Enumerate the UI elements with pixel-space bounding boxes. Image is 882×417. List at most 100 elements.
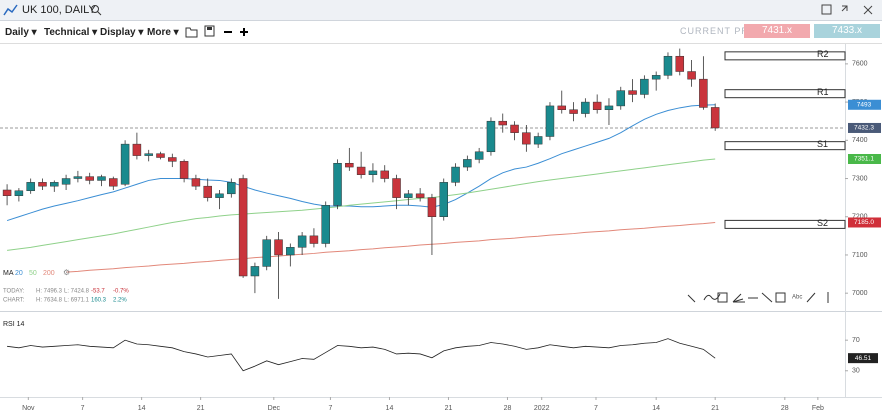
candle-body (215, 193, 224, 198)
x-tick-label: 14 (652, 405, 660, 412)
candle-body (262, 239, 271, 267)
rsi-tick-label: 70 (852, 337, 860, 344)
candle-body (510, 124, 519, 133)
candle-body (651, 75, 661, 80)
candle-body (14, 190, 24, 196)
x-tick-label: Feb (812, 405, 824, 412)
pivot-label: R1 (817, 87, 829, 97)
menu-more[interactable]: More (147, 27, 179, 38)
bid-price[interactable]: 7431.x (744, 24, 810, 38)
toolbar: Daily Technical Display More CURRENT PRI… (0, 21, 882, 44)
candle-body (380, 170, 389, 179)
x-tick-label: 21 (197, 405, 205, 412)
pivot-level (724, 141, 846, 151)
x-tick-label: 7 (81, 405, 85, 412)
drawing-tools[interactable] (687, 292, 829, 303)
rsi-tick-label: 30 (852, 368, 860, 375)
title-bar: UK 100, DAILY (0, 0, 882, 21)
candle-body (557, 105, 567, 110)
ma-line (66, 221, 716, 273)
candle-body (321, 205, 330, 244)
x-tick-label: 21 (445, 405, 453, 412)
candle-body (581, 101, 590, 114)
stats-value: H: 7634.8 (36, 298, 63, 304)
candle-body (297, 235, 307, 248)
candle-body (663, 55, 673, 76)
ma-legend-label: MA (3, 270, 14, 277)
legend-settings[interactable]: ⚙ (63, 268, 70, 277)
chart-title: UK 100, DAILY (22, 4, 96, 16)
stats-value: -0.7% (113, 289, 129, 295)
price-tag (848, 99, 881, 110)
stats-value: 2.2% (113, 298, 127, 304)
candle-body (250, 266, 260, 277)
rsi-tag-label: 46.51 (855, 355, 872, 362)
price-tag-label: 7185.0 (854, 219, 874, 226)
x-tick-label: 28 (781, 405, 789, 412)
candle-body (439, 182, 448, 217)
y-tick-label: 7200 (852, 214, 868, 221)
price-tag-label: 7432.3 (854, 125, 874, 132)
candle-body (616, 90, 626, 107)
candle-body (144, 153, 153, 156)
stats-label: CHART: (3, 298, 25, 304)
candle-body (427, 197, 437, 217)
candle-body (451, 166, 460, 183)
candle-body (415, 193, 425, 198)
ma-line (7, 158, 716, 251)
rsi-title: RSI 14 (3, 321, 25, 328)
candle-body (132, 143, 142, 156)
menu-display[interactable]: Display (100, 27, 143, 38)
candle-body (168, 157, 177, 162)
candle-body (38, 182, 47, 187)
pivot-level (724, 89, 846, 99)
price-tag (848, 153, 881, 164)
x-tick-label: 2022 (534, 405, 550, 412)
pivot-level (724, 51, 846, 61)
candle-body (97, 176, 106, 181)
candle-body (640, 78, 649, 95)
candle-body (238, 178, 248, 277)
candle-body (392, 178, 401, 198)
candle-body (333, 162, 342, 206)
candle-body (309, 235, 319, 244)
toolbar-icons[interactable] (184, 24, 254, 40)
x-tick-label: 21 (711, 405, 719, 412)
candle-body (486, 120, 496, 153)
candle-body (274, 239, 283, 256)
search-icon[interactable] (90, 4, 102, 16)
ask-price[interactable]: 7433.x (814, 24, 880, 38)
stats-value: L: 6971.1 (64, 298, 90, 304)
window-icons[interactable] (820, 3, 880, 17)
pivot-label: S2 (817, 218, 828, 228)
candle-body (203, 185, 212, 198)
candle-body (545, 105, 555, 137)
stats-label: TODAY: (3, 289, 25, 295)
stats-value: 160.3 (91, 298, 107, 304)
y-tick-label: 7400 (852, 137, 868, 144)
candle-body (604, 105, 614, 110)
pivot-level (724, 219, 846, 229)
candle-body (85, 176, 94, 181)
logo (3, 4, 18, 16)
candle-body (286, 247, 295, 256)
pivot-label: R2 (817, 49, 829, 59)
stats-value: -53.7 (91, 289, 105, 295)
candle-body (687, 71, 696, 80)
candle-body (61, 178, 71, 185)
candle-body (356, 166, 366, 175)
candle-body (533, 136, 543, 145)
menu-daily[interactable]: Daily (5, 27, 37, 38)
x-tick-label: 28 (504, 405, 512, 412)
candle-body (109, 178, 118, 187)
y-tick-label: 7300 (852, 175, 868, 182)
menu-technical[interactable]: Technical (44, 27, 97, 38)
candle-body (191, 178, 201, 187)
ma-line (6, 104, 716, 222)
candle-body (463, 159, 472, 168)
text-tool[interactable]: Abc (792, 295, 802, 301)
price-tag-label: 7351.1 (854, 156, 874, 163)
candle-body (179, 161, 189, 179)
